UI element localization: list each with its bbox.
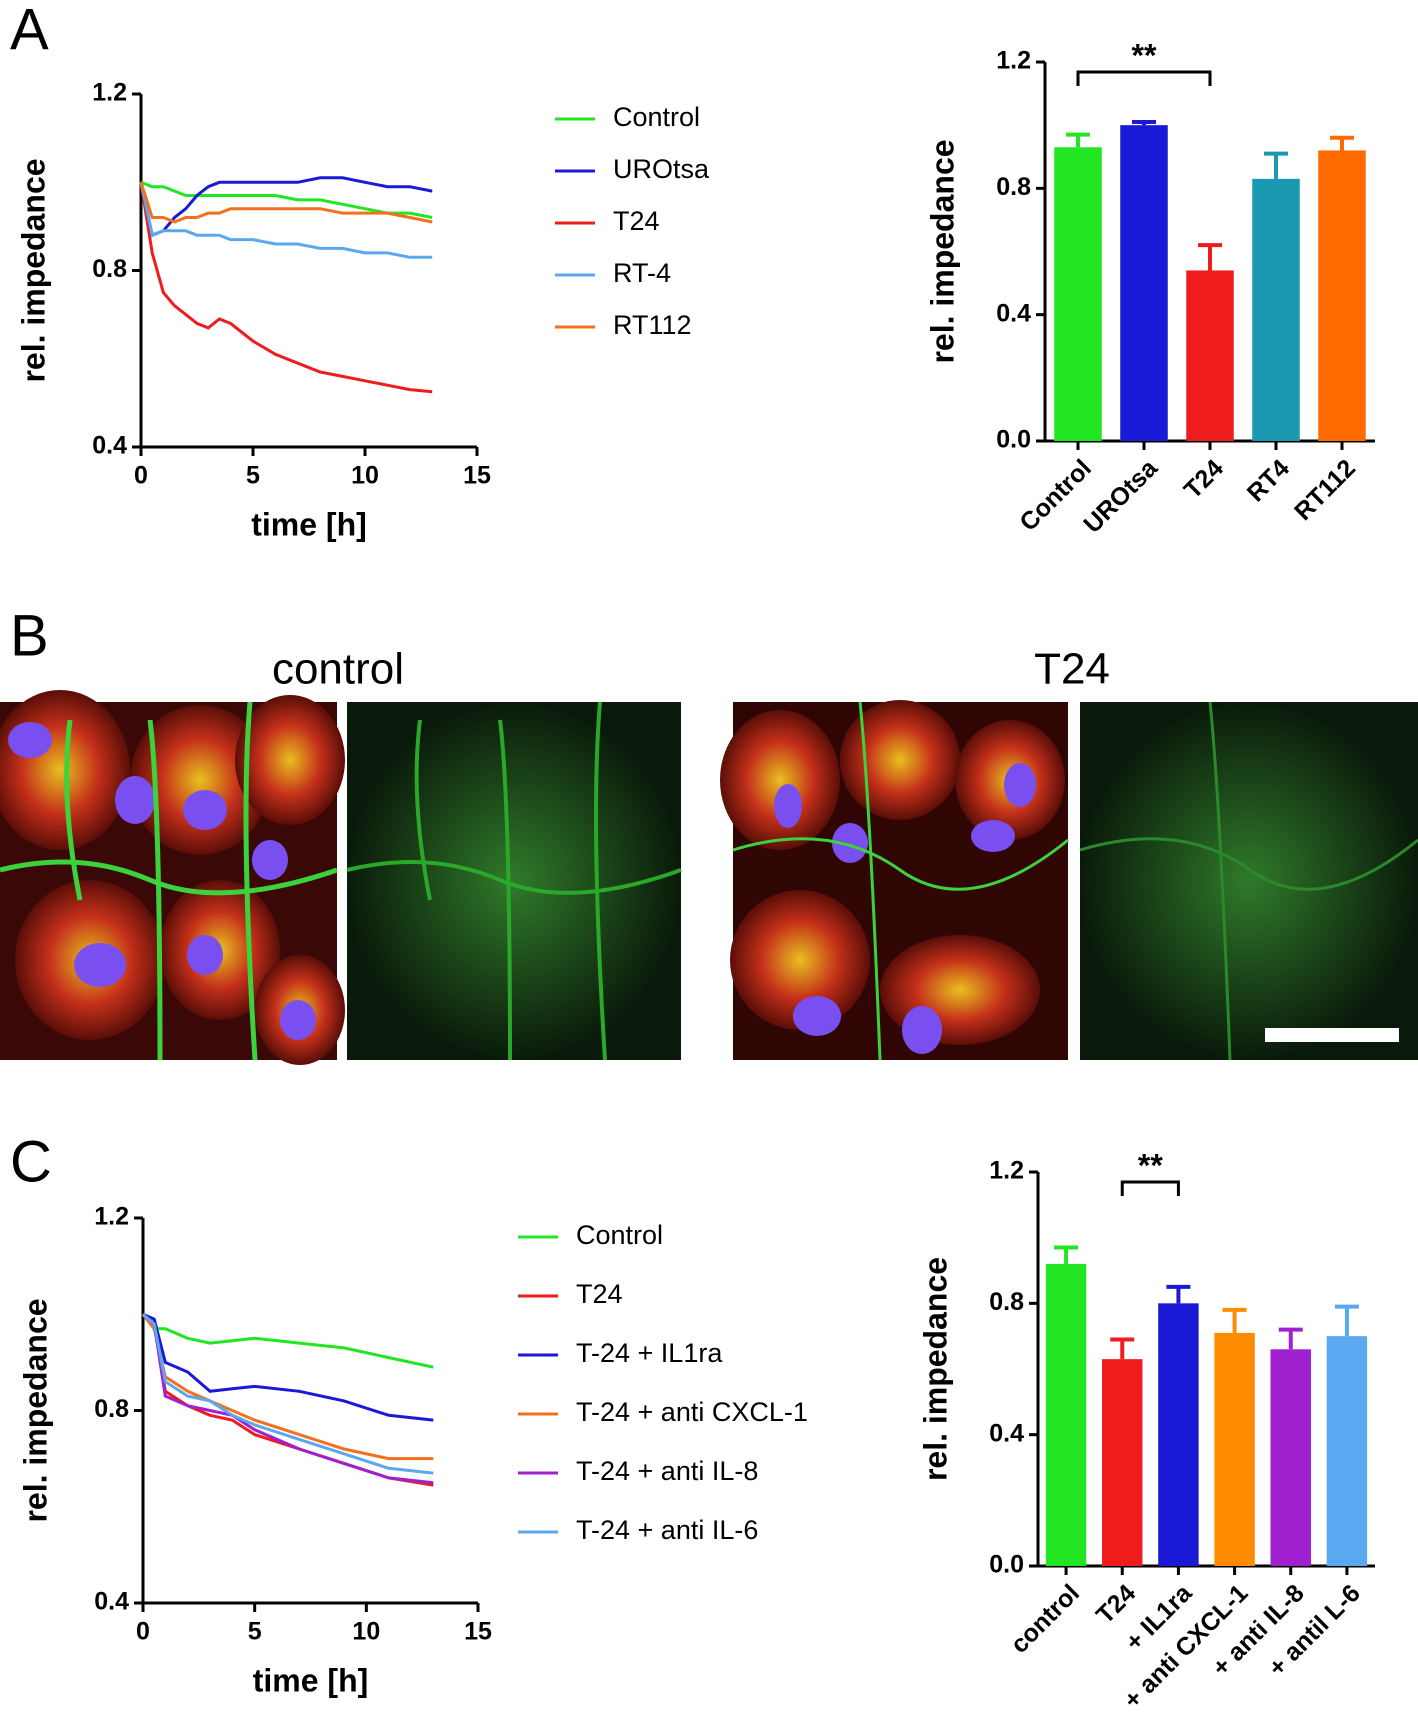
y-tick-label: 0.8 (989, 1288, 1024, 1316)
x-tick-label: control (1005, 1579, 1085, 1659)
bar (1102, 1359, 1143, 1566)
legend-label: T-24 + IL1ra (576, 1338, 723, 1368)
image-title: control (272, 645, 404, 694)
panel-label: A (10, 0, 49, 62)
x-tick-label: 0 (134, 462, 148, 490)
legend-label: UROtsa (613, 154, 710, 184)
bar (1214, 1332, 1255, 1566)
bar (1158, 1303, 1199, 1566)
series-line (140, 180, 433, 219)
series-line (139, 182, 433, 394)
legend-label: T24 (613, 206, 660, 236)
y-tick-label: 0.4 (92, 432, 127, 460)
series-line (139, 181, 433, 259)
bar (1045, 1263, 1087, 1566)
bar (1326, 1336, 1368, 1566)
x-tick-label: 5 (246, 462, 260, 490)
x-tick-label: T24 (1179, 454, 1229, 504)
panel-label: C (10, 1129, 52, 1194)
y-tick-label: 1.2 (94, 1203, 129, 1231)
y-tick-label: 0.8 (996, 173, 1031, 201)
legend-label: Control (576, 1220, 663, 1250)
micrograph (720, 700, 1069, 1061)
bar (1186, 270, 1234, 441)
x-tick-label: RT112 (1289, 454, 1361, 526)
series-line (139, 181, 433, 224)
micrograph (1079, 701, 1418, 1061)
significance-bracket (1076, 70, 1212, 86)
legend-label: T-24 + anti IL-6 (576, 1515, 758, 1545)
legend-label: T24 (576, 1279, 623, 1309)
y-tick-label: 0.4 (94, 1588, 129, 1616)
series-line (142, 1312, 434, 1422)
significance-label: ** (1132, 37, 1157, 73)
micrograph (346, 701, 682, 1061)
x-tick-label: 0 (136, 1618, 150, 1646)
scale-bar (1265, 1028, 1399, 1042)
x-tick-label: 10 (351, 462, 379, 490)
series-line (139, 176, 433, 238)
legend-label: T-24 + anti CXCL-1 (576, 1397, 808, 1427)
panel-label: B (10, 603, 49, 668)
y-axis-label: rel. impedance (917, 1257, 953, 1481)
x-tick-label: 10 (352, 1618, 380, 1646)
y-tick-label: 0.0 (989, 1551, 1024, 1579)
x-axis-label: time [h] (253, 1662, 369, 1698)
legend-label: RT-4 (613, 258, 671, 288)
bar (1318, 150, 1366, 441)
y-tick-label: 0.8 (92, 255, 127, 283)
series-line (141, 1313, 434, 1369)
x-tick-label: 15 (463, 462, 491, 490)
bar (1120, 125, 1168, 442)
y-tick-label: 1.2 (996, 47, 1031, 75)
significance-bracket (1120, 1180, 1180, 1196)
y-tick-label: 0.4 (996, 299, 1031, 327)
significance-label: ** (1138, 1147, 1163, 1183)
y-tick-label: 1.2 (989, 1157, 1024, 1185)
y-tick-label: 0.4 (989, 1419, 1024, 1447)
bar (1054, 147, 1102, 441)
y-tick-label: 0.0 (996, 426, 1031, 454)
bar (1252, 178, 1300, 441)
legend-label: T-24 + anti IL-8 (576, 1456, 758, 1486)
x-tick-label: 15 (464, 1618, 492, 1646)
series-line (142, 1313, 434, 1475)
image-title: T24 (1034, 645, 1110, 694)
y-tick-label: 1.2 (92, 79, 127, 107)
x-tick-label: 5 (248, 1618, 262, 1646)
x-tick-label: UROtsa (1078, 453, 1163, 538)
y-tick-label: 0.8 (94, 1395, 129, 1423)
legend-label: RT112 (613, 310, 692, 340)
bar (1270, 1349, 1311, 1566)
x-tick-label: RT4 (1242, 454, 1295, 507)
y-axis-label: rel. impedance (924, 139, 960, 363)
legend-label: Control (613, 102, 700, 132)
y-axis-label: rel. impedance (15, 158, 51, 382)
y-axis-label: rel. impedance (17, 1298, 53, 1522)
micrograph (0, 690, 345, 1065)
x-axis-label: time [h] (251, 506, 367, 542)
